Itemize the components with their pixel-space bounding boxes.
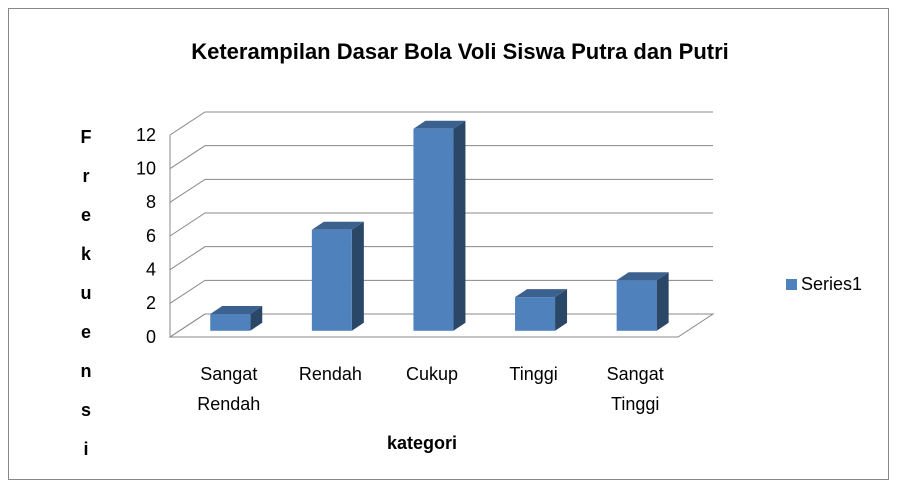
bar-side (656, 272, 669, 331)
bar-side (351, 221, 364, 331)
y-tick-label: 0 (146, 327, 156, 347)
grid-line (169, 279, 713, 304)
legend-swatch (786, 279, 797, 290)
x-axis-label: kategori (387, 433, 457, 453)
grid-line (169, 111, 713, 136)
x-tick-label: Tinggi (509, 364, 557, 384)
bar-side (250, 305, 263, 331)
bar (210, 313, 251, 331)
x-tick-label: Rendah (299, 364, 362, 384)
bar-top (515, 289, 568, 298)
bar (616, 280, 657, 331)
bar-top (311, 221, 364, 230)
chart-title: Keterampilan Dasar Bola Voli Siswa Putra… (191, 39, 729, 64)
y-tick-label: 10 (136, 158, 156, 178)
bar-top (616, 272, 669, 281)
x-tick-label: Sangat Rendah (197, 364, 260, 414)
y-axis-label: Frekuensi (80, 127, 92, 459)
bar (515, 297, 556, 331)
y-tick-label: 12 (136, 125, 156, 145)
bar-top (413, 120, 466, 129)
legend-label: Series1 (801, 274, 862, 294)
bar-side (453, 120, 466, 331)
y-tick-label: 4 (146, 259, 156, 279)
grid-line (169, 246, 713, 271)
x-tick-label: Cukup (406, 364, 458, 384)
grid-line (169, 145, 713, 170)
grid-line (169, 178, 713, 203)
y-tick-label: 2 (146, 293, 156, 313)
bar (311, 229, 352, 331)
bar-side (555, 289, 568, 331)
grid-line (169, 212, 713, 237)
x-tick-label: Sangat Tinggi (607, 364, 664, 414)
bar (413, 128, 454, 331)
bar-top (210, 305, 263, 314)
y-tick-label: 6 (146, 226, 156, 246)
y-tick-label: 8 (146, 192, 156, 212)
